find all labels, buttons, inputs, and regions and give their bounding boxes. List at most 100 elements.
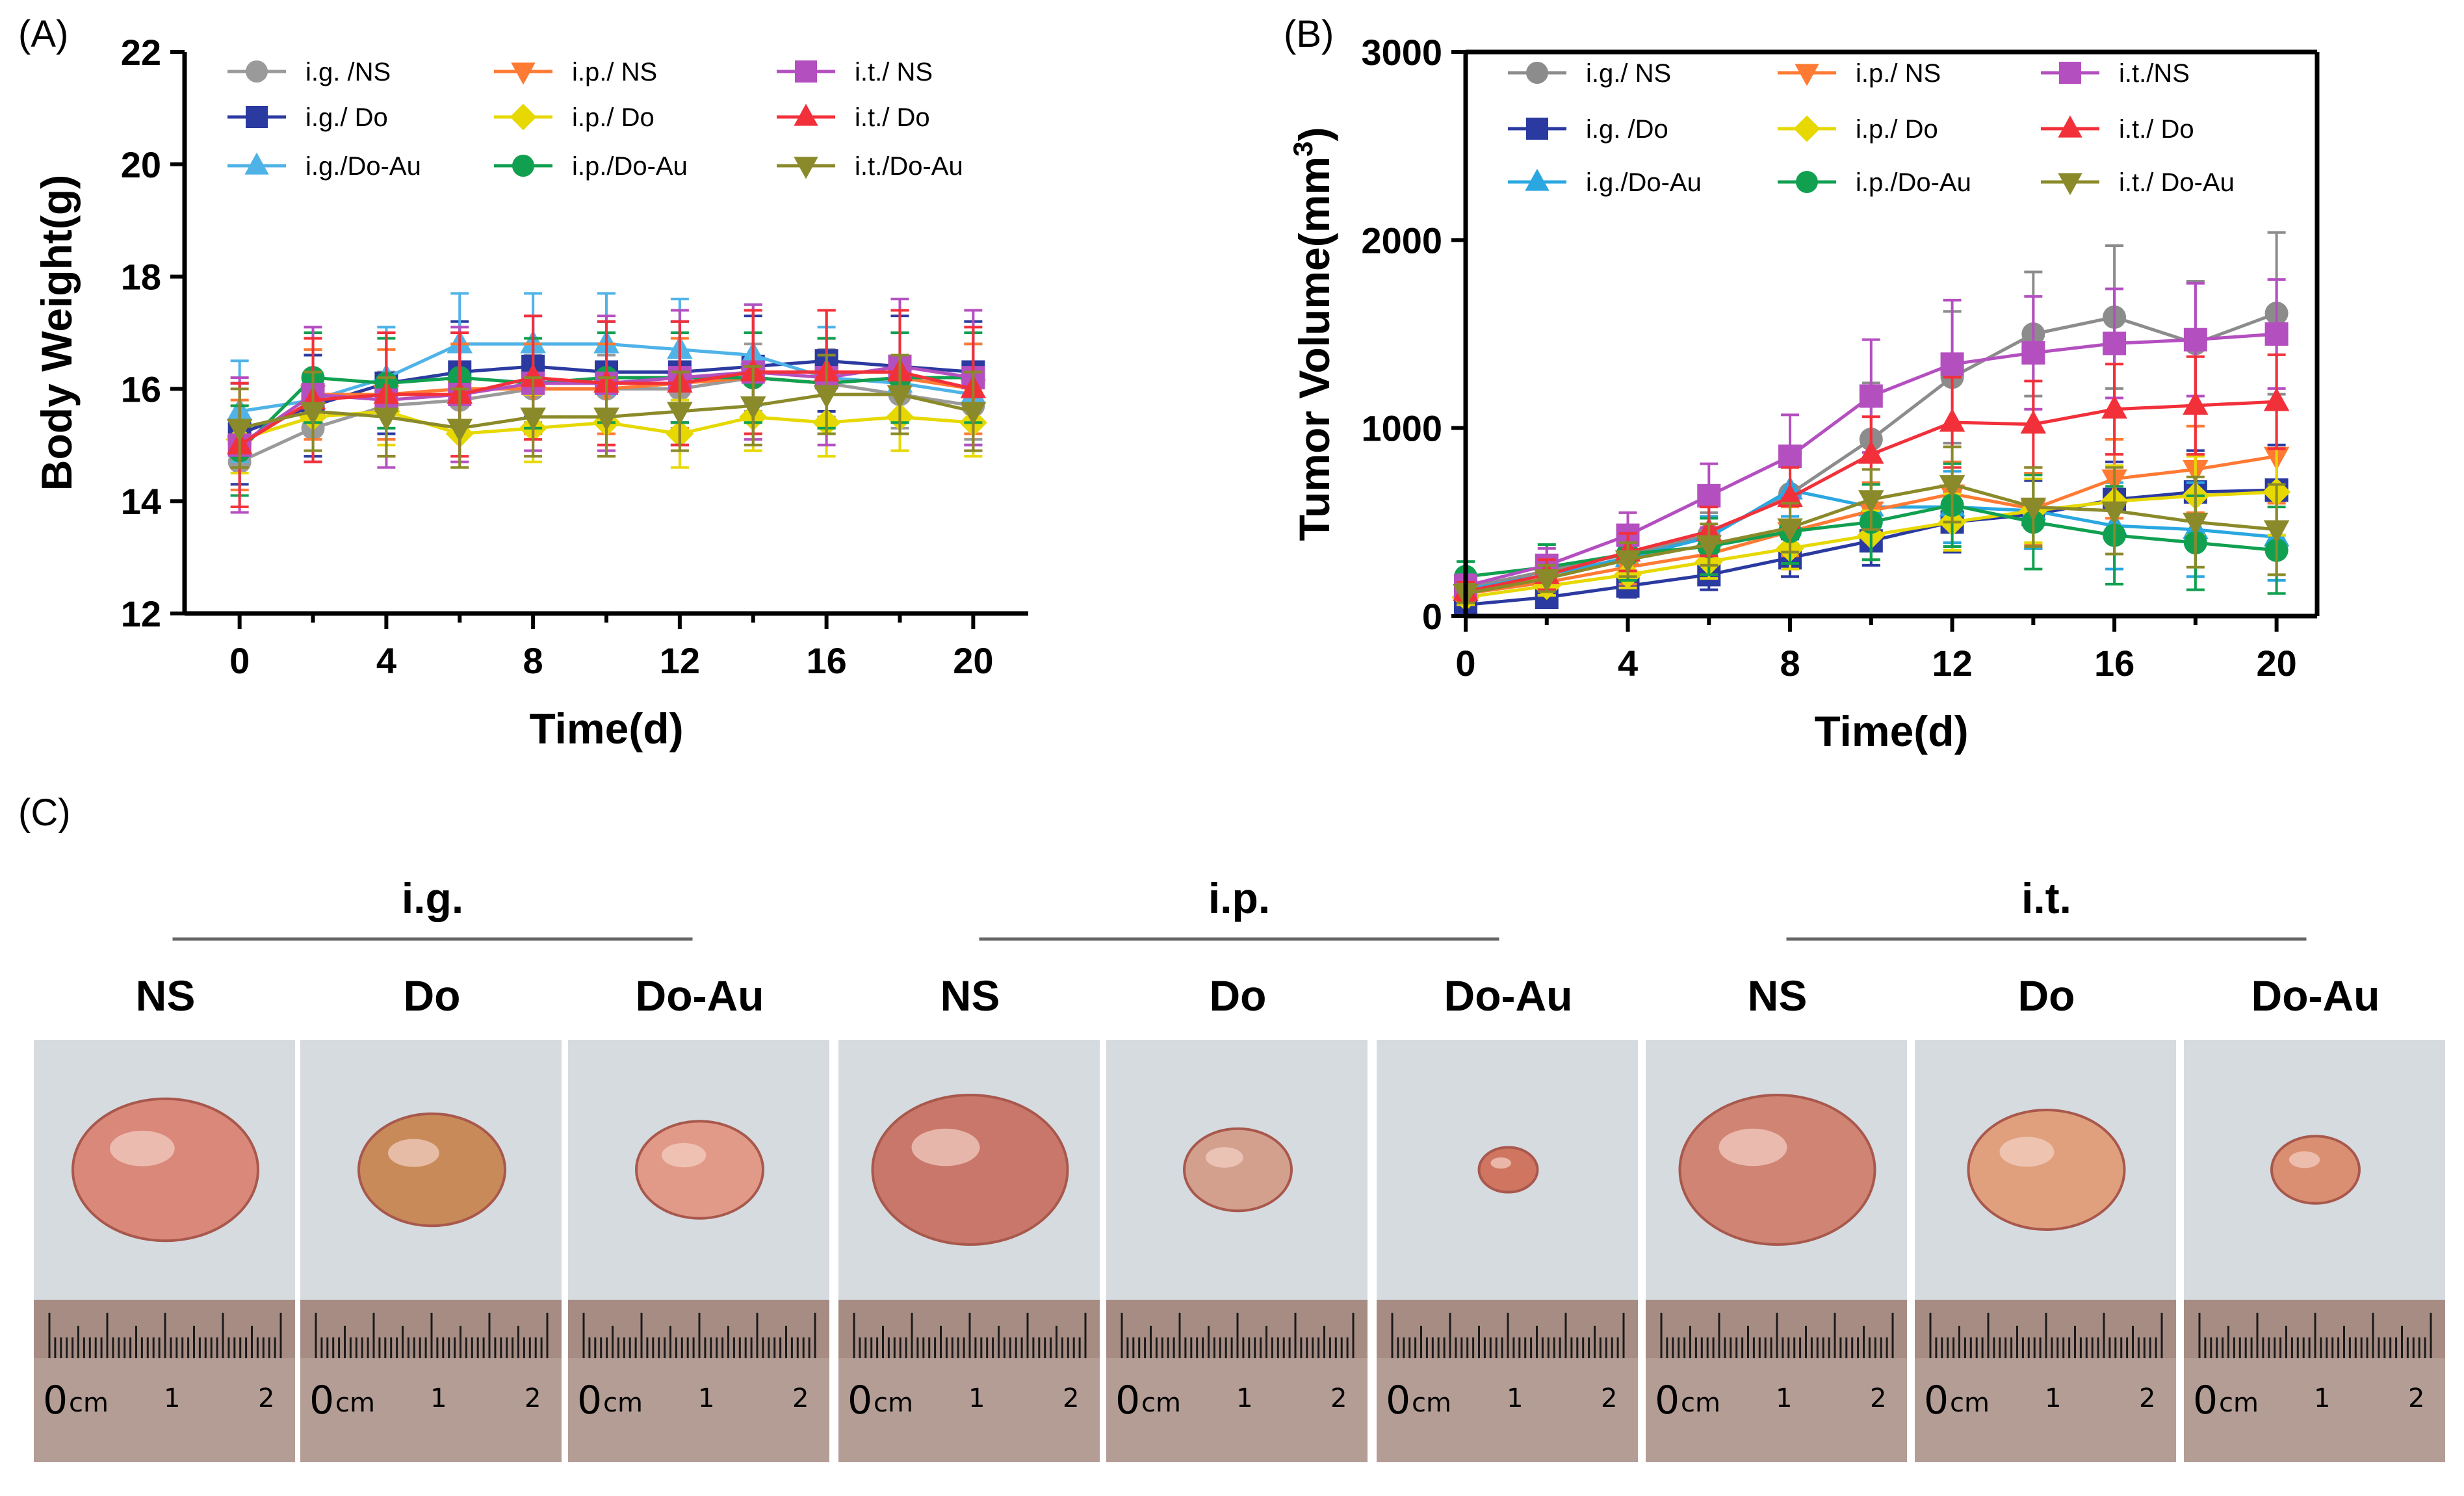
chart-b-data-point — [1696, 535, 1722, 559]
chart-b-data-point — [2021, 341, 2045, 365]
chart-a-x-tick-label: 0 — [229, 640, 250, 681]
chart-a-legend-marker — [510, 103, 537, 131]
chart-b-data-point — [2264, 322, 2289, 346]
chart-b-data-point — [1940, 352, 1964, 376]
tumor — [2270, 1135, 2361, 1205]
tumor-highlight — [911, 1128, 980, 1167]
tumor — [1967, 1109, 2126, 1231]
sample-label: Do-Au — [1444, 972, 1573, 1020]
chart-b-x-tick-label: 8 — [1780, 643, 1800, 684]
ruler-unit: cm — [874, 1388, 913, 1418]
chart-b-x-axis-title: Time(d) — [1814, 707, 1968, 755]
chart-a-legend-label: i.t./ NS — [855, 58, 933, 86]
chart-b-legend-marker — [1796, 171, 1818, 193]
chart-b-legend-item: i.t./ Do-Au — [2041, 168, 2235, 197]
ruler-two: 2 — [1870, 1384, 1886, 1413]
chart-b-legend-marker — [1795, 64, 1819, 86]
ruler-two: 2 — [1063, 1384, 1079, 1413]
ruler-zero: 0 — [848, 1378, 872, 1423]
ruler-two: 2 — [1330, 1384, 1347, 1413]
ruler-one: 1 — [968, 1384, 985, 1413]
chart-b-data-point — [1858, 490, 1884, 514]
chart-b-legend-item: i.g. /Do — [1508, 115, 1668, 144]
ruler-zero: 0 — [1655, 1378, 1679, 1423]
chart-a-data-point — [887, 385, 913, 409]
chart-a-legend-marker — [795, 60, 817, 83]
chart-b-legend-item: i.t./ Do — [2041, 115, 2194, 144]
chart-a-legend-marker — [244, 152, 269, 175]
chart-b-legend-marker — [2058, 115, 2082, 138]
chart-a-legend-item: i.g./Do-Au — [227, 152, 421, 181]
chart-a-axes-layer: 12 14 16 18 20 22 0 4 8 12 16 20 Time(d) Body Weight(… — [32, 32, 1028, 753]
ruler-one: 1 — [2314, 1384, 2330, 1413]
chart-b-data-point — [2183, 328, 2207, 352]
chart-a-x-tick-label: 12 — [660, 640, 700, 681]
chart-b-y-axis-title-close: ) — [1290, 127, 1338, 142]
sample-label: Do — [1210, 972, 1267, 1020]
chart-b-tumor-volume: 0 1000 2000 3000 0 4 8 12 16 20 Time(d) Tumor Volum… — [1288, 32, 2320, 755]
tumor-highlight — [2289, 1151, 2320, 1168]
tumor-highlight — [110, 1130, 175, 1167]
chart-b-legend-label: i.t./NS — [2119, 59, 2190, 88]
tumor-highlight — [1490, 1157, 1511, 1169]
sample-label: NS — [940, 972, 1000, 1020]
ruler-zero: 0 — [1924, 1378, 1949, 1423]
tumor-photo: 0 cm 1 2 — [34, 1040, 299, 1462]
chart-b-legend-marker — [1525, 168, 1550, 191]
chart-a-legend-label: i.g. /NS — [305, 58, 391, 86]
chart-b-data-point — [1939, 408, 1965, 432]
chart-a-legend-marker — [794, 157, 818, 179]
chart-b-legend: i.g./ NS i.g. /Do i.g./Do-Au i.p./ NS i.p./ … — [1508, 59, 2235, 197]
chart-a-y-axis-title-main: Body Weight(g) — [32, 175, 81, 491]
chart-b-y-axis-title-main: Tumor Volume(mm — [1290, 157, 1338, 541]
sample-label: Do-Au — [636, 972, 764, 1020]
panel-label-b: (B) — [1284, 13, 1334, 55]
chart-b-y-tick-label: 2000 — [1361, 220, 1442, 261]
chart-a-data-point — [226, 419, 253, 443]
panel-label-c: (C) — [18, 792, 71, 834]
ruler-one: 1 — [698, 1384, 714, 1413]
chart-b-y-tick-label: 1000 — [1361, 408, 1442, 449]
chart-b-data-point — [2183, 391, 2209, 415]
chart-a-y-axis-title: Body Weight(g) — [32, 175, 81, 491]
ruler-unit: cm — [69, 1388, 109, 1418]
chart-b-data-point — [1697, 484, 1721, 508]
chart-b-legend-label: i.g. /Do — [1586, 115, 1668, 144]
group-label: i.p. — [1208, 874, 1270, 922]
chart-b-legend-item: i.g./ NS — [1508, 59, 1671, 88]
sample-label: NS — [136, 972, 196, 1020]
tumor-highlight — [1999, 1137, 2055, 1167]
tumor-photo: 0 cm 1 2 — [1646, 1040, 1911, 1462]
tumor — [871, 1094, 1069, 1246]
panel-label-a: (A) — [18, 13, 68, 55]
ruler-zero: 0 — [2193, 1378, 2218, 1423]
chart-b-data-point — [1858, 440, 1884, 464]
chart-b-y-axis-title-sup: 3 — [1288, 142, 1318, 157]
chart-a-data-point — [740, 396, 766, 420]
chart-b-series-6 — [1454, 278, 2289, 599]
tumor-photo: 0 cm 1 2 — [300, 1040, 565, 1462]
chart-b-data-point — [1939, 475, 1965, 499]
tumor — [1183, 1127, 1293, 1213]
chart-b-x-tick-label: 20 — [2256, 643, 2296, 684]
ruler-one: 1 — [1236, 1384, 1252, 1413]
tumor-photo: 0 cm 1 2 — [1915, 1040, 2180, 1462]
sample-label: NS — [1748, 972, 1808, 1020]
tumor-highlight — [662, 1142, 707, 1168]
ruler-one: 1 — [164, 1384, 180, 1413]
tumor — [357, 1112, 506, 1228]
chart-a-legend-marker — [246, 106, 268, 128]
ruler-zero: 0 — [577, 1378, 602, 1423]
chart-a-legend-marker — [246, 60, 268, 83]
chart-a-legend-label: i.g./ Do — [305, 103, 388, 132]
chart-b-series-layer — [1451, 231, 2291, 617]
chart-b-legend-label: i.p./ NS — [1856, 59, 1941, 88]
tumor-photo: 0 cm 1 2 — [568, 1040, 833, 1462]
chart-b-data-point — [2183, 512, 2209, 536]
chart-b-legend-item: i.p./ Do — [1778, 115, 1938, 144]
chart-a-legend-item: i.p./Do-Au — [494, 152, 688, 181]
chart-b-legend-item: i.g./Do-Au — [1508, 168, 1702, 197]
ruler-unit: cm — [603, 1388, 643, 1418]
